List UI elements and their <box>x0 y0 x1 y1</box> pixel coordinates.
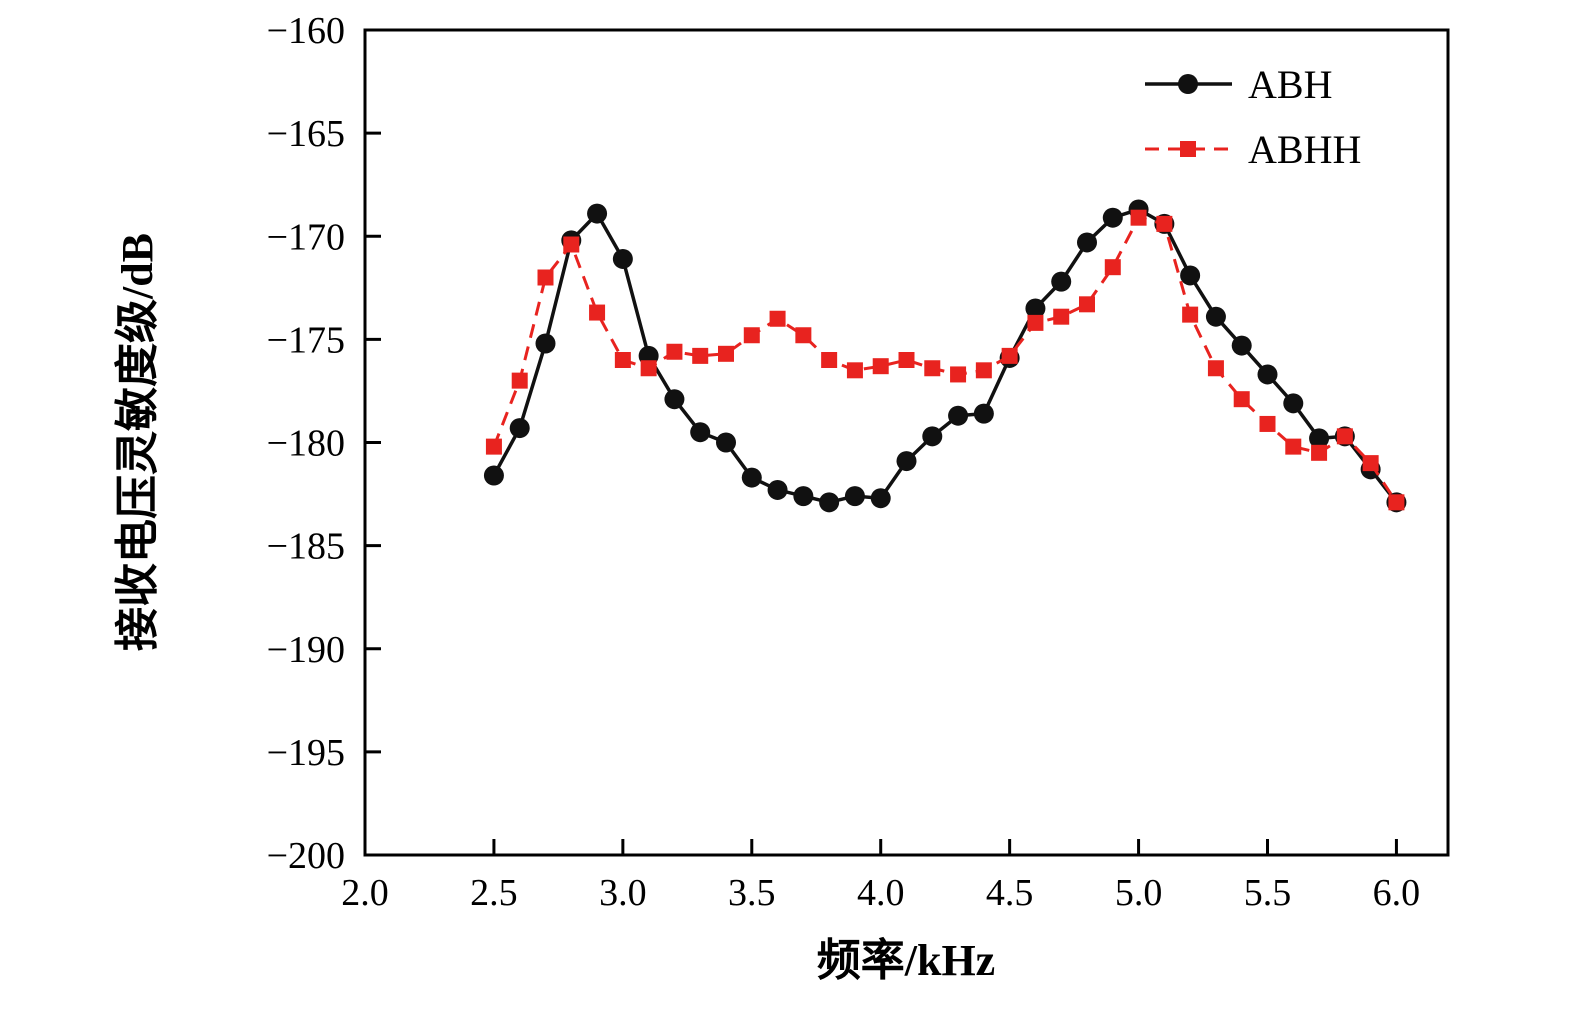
x-tick-label: 3.0 <box>599 872 647 914</box>
data-point-abhh <box>924 360 941 377</box>
data-point-abh <box>664 389 685 410</box>
data-point-abhh <box>1156 215 1173 232</box>
data-point-abh <box>819 492 840 513</box>
data-point-abhh <box>1207 360 1224 377</box>
data-point-abh <box>612 248 633 269</box>
data-point-abh <box>1051 271 1072 292</box>
data-point-abh <box>973 403 994 424</box>
data-point-abh <box>741 467 762 488</box>
data-point-abhh <box>1104 259 1121 276</box>
data-point-abhh <box>1259 415 1276 432</box>
data-point-abhh <box>795 327 812 344</box>
data-point-abh <box>1231 335 1252 356</box>
data-point-abhh <box>1233 391 1250 408</box>
y-tick-label: −195 <box>267 732 345 774</box>
data-point-abhh <box>1362 455 1379 472</box>
data-point-abhh <box>898 352 915 368</box>
axis-tick-labels: 2.0 2.5 3.0 3.5 4.0 4.5 5.0 5.5 6.0 −160 −165 −170 −… <box>267 10 1421 914</box>
data-point-abhh <box>1001 347 1018 364</box>
data-point-abh <box>1077 232 1097 253</box>
data-point-abh <box>483 465 504 486</box>
data-point-abhh <box>872 358 889 375</box>
data-point-abhh <box>511 372 528 389</box>
data-point-abh <box>1205 306 1226 327</box>
legend: ABH ABHH <box>1145 62 1361 172</box>
data-point-abh <box>690 422 711 443</box>
legend-label-abh: ABH <box>1248 62 1332 107</box>
data-point-abhh <box>666 343 683 360</box>
data-point-abhh <box>640 360 657 377</box>
x-tick-label: 5.0 <box>1115 872 1163 914</box>
y-tick-label: −175 <box>267 319 345 361</box>
x-tick-label: 4.0 <box>857 872 905 914</box>
data-point-abhh <box>614 352 631 368</box>
legend-square-marker-icon <box>1180 141 1196 157</box>
x-tick-label: 5.5 <box>1244 872 1292 914</box>
data-point-abh <box>1180 265 1201 286</box>
data-point-abhh <box>1053 308 1070 325</box>
data-point-abh <box>1309 428 1330 449</box>
data-point-abh <box>535 333 556 354</box>
legend-label-abhh: ABHH <box>1248 127 1361 172</box>
legend-item-abh: ABH <box>1145 62 1332 107</box>
data-point-abh <box>587 203 608 224</box>
x-tick-label: 2.0 <box>341 872 389 914</box>
data-point-abhh <box>975 362 992 379</box>
data-point-abh <box>767 479 788 500</box>
y-tick-label: −190 <box>267 629 345 671</box>
data-point-abhh <box>537 269 554 286</box>
x-tick-label: 6.0 <box>1373 872 1421 914</box>
y-tick-label: −165 <box>267 113 345 155</box>
data-point-abh <box>948 405 969 426</box>
y-tick-label: −170 <box>267 216 345 258</box>
x-tick-label: 4.5 <box>986 872 1034 914</box>
y-axis-title: 接收电压灵敏度级/dB <box>113 233 162 651</box>
data-point-abhh <box>1285 438 1302 455</box>
y-tick-label: −180 <box>267 423 345 465</box>
data-point-abhh <box>563 236 580 253</box>
x-tick-label: 3.5 <box>728 872 776 914</box>
data-point-abh <box>793 486 814 507</box>
data-point-abhh <box>1027 314 1044 331</box>
data-point-abhh <box>1336 428 1353 445</box>
data-point-abh <box>1257 364 1278 385</box>
data-point-abh <box>922 426 943 447</box>
data-point-abh <box>870 488 891 509</box>
data-point-abh <box>896 451 917 472</box>
data-point-abh <box>716 432 736 453</box>
data-point-abhh <box>769 310 786 327</box>
data-point-abh <box>1025 298 1046 319</box>
data-point-abhh <box>846 362 863 379</box>
data-point-abhh <box>1182 306 1199 323</box>
data-point-abhh <box>589 304 606 321</box>
data-point-abhh <box>821 352 838 368</box>
y-tick-label: −200 <box>267 835 345 877</box>
data-point-abhh <box>718 345 734 362</box>
data-point-abh <box>1283 393 1304 414</box>
data-point-abhh <box>692 347 709 364</box>
data-point-abh <box>844 486 865 507</box>
data-point-abhh <box>1388 494 1405 511</box>
data-point-abhh <box>1130 209 1147 226</box>
data-point-abhh <box>1311 444 1328 461</box>
y-tick-label: −160 <box>267 10 345 52</box>
data-point-abhh <box>950 366 967 383</box>
legend-item-abhh: ABHH <box>1145 127 1361 172</box>
legend-circle-marker-icon <box>1178 74 1198 94</box>
x-axis-title: 频率/kHz <box>817 936 995 985</box>
data-point-abhh <box>485 438 502 455</box>
data-point-abh <box>1102 207 1123 228</box>
data-point-abhh <box>1079 296 1095 313</box>
data-series-layer <box>483 199 1407 513</box>
x-tick-label: 2.5 <box>470 872 518 914</box>
data-point-abhh <box>743 327 760 344</box>
axis-ticks <box>363 28 1398 857</box>
data-point-abh <box>509 418 530 439</box>
y-tick-label: −185 <box>267 526 345 568</box>
